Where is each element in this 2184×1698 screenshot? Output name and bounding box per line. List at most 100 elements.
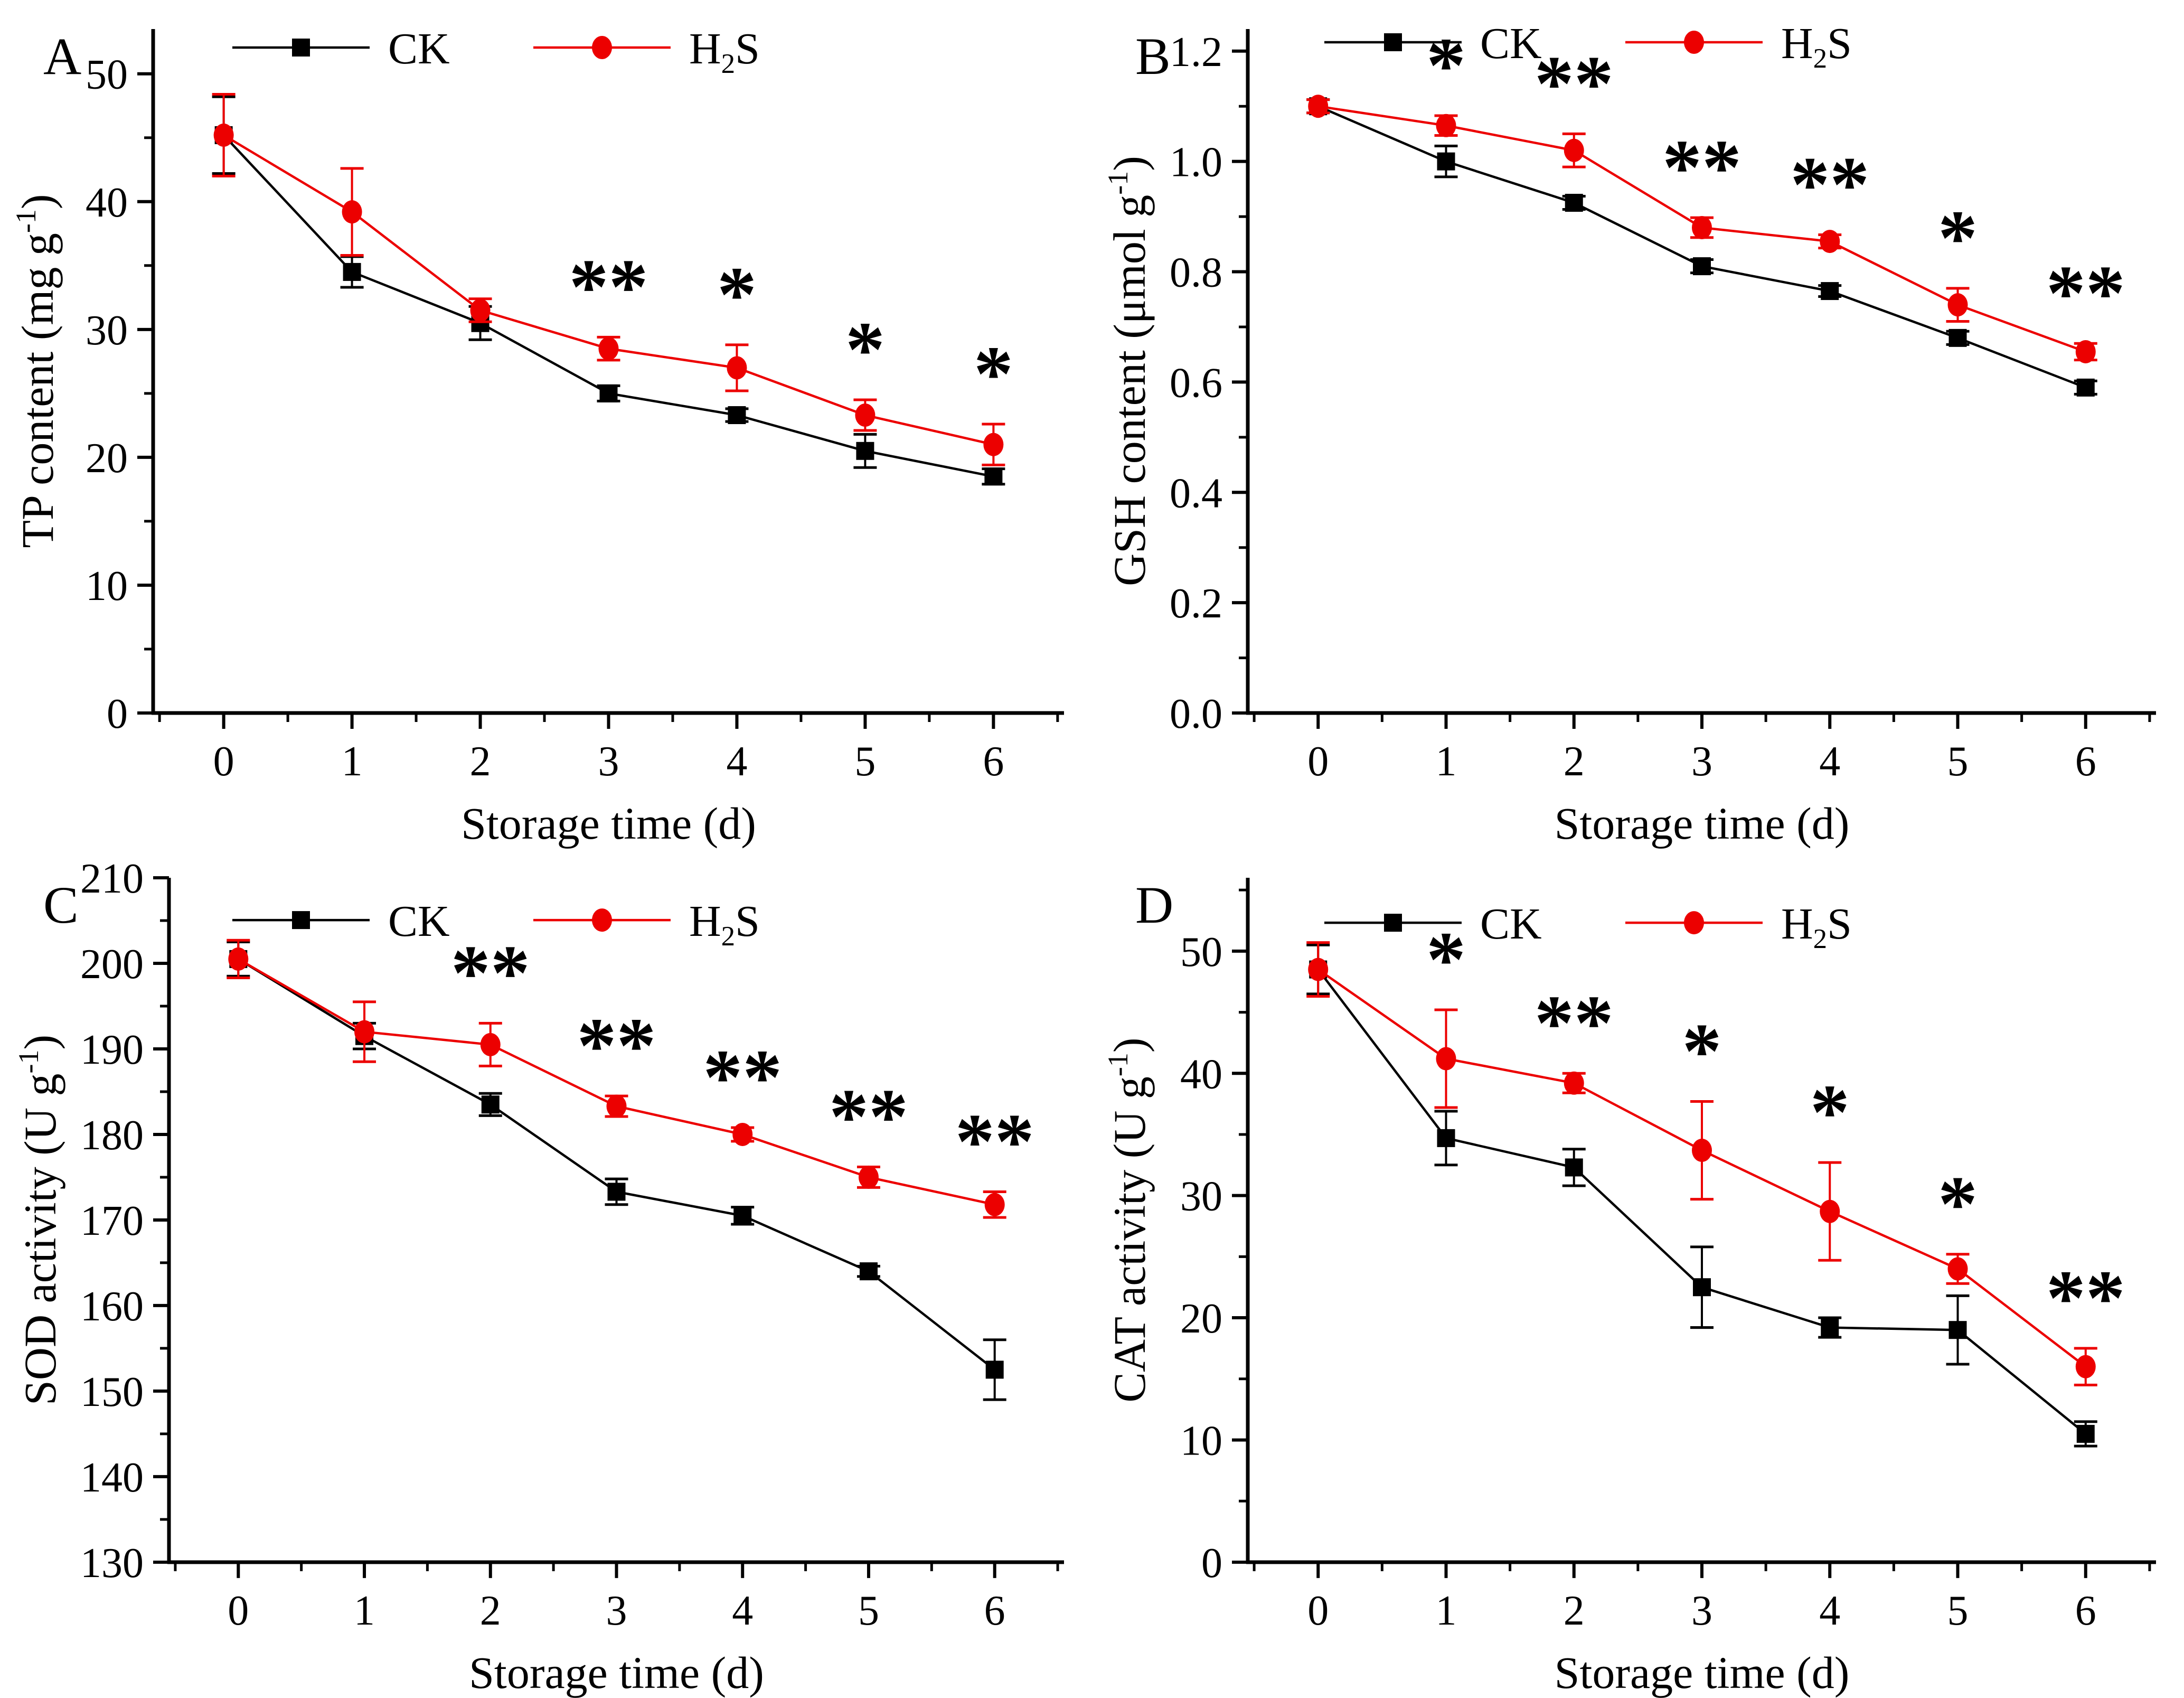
y-tick-label: 10 bbox=[86, 563, 128, 609]
panel-a-tp-content: 0 10 20 30 40 50 0 1 2 3 4 5 6 Storage time (d) TP con… bbox=[0, 0, 1092, 849]
legend-label: CK bbox=[388, 24, 450, 73]
legend-item-h2s: H2S bbox=[1625, 899, 1852, 954]
x-tick-label: 3 bbox=[1691, 738, 1712, 785]
data-point-h2s bbox=[1820, 1199, 1840, 1223]
significance-marker: * bbox=[1682, 1007, 1722, 1095]
chart-gsh-content: 0.0 0.2 0.4 0.6 0.8 1.0 1.2 0 1 2 3 4 5 6 Storage time… bbox=[1102, 19, 2156, 849]
y-tick-label: 1.2 bbox=[1170, 29, 1222, 76]
significance-marker: ** bbox=[955, 1097, 1034, 1185]
series-h2s bbox=[1306, 95, 2097, 363]
x-tick-label: 6 bbox=[984, 1588, 1005, 1634]
legend-label: CK bbox=[388, 897, 450, 946]
panel-letter: C bbox=[43, 876, 79, 934]
legend-item-h2s: H2S bbox=[533, 24, 760, 79]
panel-letter: A bbox=[43, 27, 81, 86]
data-point-h2s bbox=[1564, 138, 1584, 162]
x-tick-label: 6 bbox=[2075, 738, 2096, 785]
data-point-ck bbox=[599, 384, 618, 402]
legend-item-h2s: H2S bbox=[1625, 19, 1852, 74]
significance-marker: * bbox=[1426, 916, 1466, 1003]
x-axis-title: Storage time (d) bbox=[469, 1647, 764, 1698]
y-tick-label: 50 bbox=[86, 52, 128, 98]
data-point-ck bbox=[1565, 193, 1583, 212]
y-tick-label: 20 bbox=[1180, 1296, 1222, 1342]
x-axis-title: Storage time (d) bbox=[1555, 1647, 1850, 1698]
data-point-h2s bbox=[727, 356, 747, 380]
y-tick-label: 200 bbox=[80, 941, 144, 988]
x-tick-label: 4 bbox=[732, 1588, 753, 1634]
legend-item-ck: CK bbox=[1324, 19, 1542, 68]
x-tick-label: 5 bbox=[858, 1588, 879, 1634]
data-point-h2s bbox=[1820, 230, 1840, 254]
chart-tp-content: 0 10 20 30 40 50 0 1 2 3 4 5 6 Storage time (d) TP con… bbox=[10, 24, 1064, 849]
x-tick-label: 3 bbox=[598, 738, 619, 785]
panel-c-sod-activity: 130 140 150 160 170 180 190 200 210 0 1 2 3 4 5 6 Storag… bbox=[0, 849, 1092, 1698]
data-point-h2s bbox=[1436, 114, 1456, 137]
data-point-h2s bbox=[2075, 340, 2096, 363]
data-point-h2s bbox=[984, 1193, 1005, 1216]
y-tick-label: 30 bbox=[86, 307, 128, 354]
significance-marker: ** bbox=[1790, 141, 1869, 229]
data-point-h2s bbox=[1564, 1071, 1584, 1095]
x-tick-label: 5 bbox=[854, 738, 876, 785]
y-tick-label: 0 bbox=[107, 691, 128, 737]
y-axis-title: TP content (mg g-1) bbox=[10, 194, 63, 548]
data-point-h2s bbox=[855, 404, 876, 427]
significance-marker: * bbox=[717, 251, 757, 339]
legend-marker-square bbox=[1384, 33, 1402, 51]
y-tick-label: 0 bbox=[1201, 1540, 1222, 1587]
data-point-ck bbox=[859, 1262, 878, 1281]
data-point-h2s bbox=[1308, 95, 1329, 118]
x-tick-label: 5 bbox=[1947, 1588, 1969, 1634]
significance-marker: * bbox=[1810, 1068, 1850, 1156]
significance-marker: * bbox=[974, 330, 1013, 418]
series-h2s bbox=[1306, 941, 2097, 1386]
chart-sod-activity: 130 140 150 160 170 180 190 200 210 0 1 2 3 4 5 6 Storag… bbox=[13, 856, 1064, 1698]
data-point-ck bbox=[481, 1095, 500, 1114]
data-point-h2s bbox=[354, 1020, 375, 1044]
legend-item-ck: CK bbox=[232, 24, 450, 73]
x-tick-label: 5 bbox=[1947, 738, 1969, 785]
x-tick-label: 1 bbox=[354, 1588, 375, 1634]
y-tick-label: 0.4 bbox=[1170, 470, 1222, 517]
data-point-ck bbox=[1565, 1158, 1583, 1177]
x-axis-title: Storage time (d) bbox=[1555, 798, 1850, 849]
x-tick-label: 4 bbox=[1819, 738, 1840, 785]
y-tick-label: 0.6 bbox=[1170, 360, 1222, 406]
y-tick-label: 140 bbox=[80, 1455, 144, 1501]
x-tick-label: 1 bbox=[1435, 1588, 1456, 1634]
data-point-h2s bbox=[1692, 1139, 1712, 1162]
legend-label: CK bbox=[1480, 19, 1542, 68]
significance-marker: ** bbox=[1662, 124, 1741, 211]
y-tick-label: 40 bbox=[1180, 1051, 1222, 1097]
data-point-ck bbox=[1821, 1318, 1839, 1337]
legend-label: CK bbox=[1480, 899, 1542, 949]
significance-marker: ** bbox=[1535, 40, 1614, 127]
y-tick-label: 210 bbox=[80, 856, 144, 902]
y-tick-label: 0.2 bbox=[1170, 580, 1222, 627]
legend-marker-circle bbox=[592, 36, 612, 59]
legend-marker-square bbox=[292, 911, 310, 930]
data-point-ck bbox=[985, 1361, 1004, 1379]
y-tick-label: 1.0 bbox=[1170, 139, 1222, 186]
legend-marker-circle bbox=[1684, 911, 1704, 935]
legend-item-ck: CK bbox=[232, 897, 450, 946]
data-point-h2s bbox=[2075, 1355, 2096, 1378]
y-tick-label: 10 bbox=[1180, 1418, 1222, 1464]
y-tick-label: 40 bbox=[86, 180, 128, 226]
legend-item-ck: CK bbox=[1324, 899, 1542, 949]
y-tick-label: 160 bbox=[80, 1283, 144, 1330]
legend-label: H2S bbox=[1781, 899, 1852, 954]
data-point-h2s bbox=[598, 337, 619, 361]
x-tick-label: 0 bbox=[1307, 738, 1329, 785]
significance-marker: ** bbox=[569, 243, 648, 331]
significance-marker: * bbox=[1426, 22, 1466, 109]
data-point-h2s bbox=[1947, 1257, 1968, 1281]
legend-label: H2S bbox=[689, 897, 760, 952]
data-point-h2s bbox=[1436, 1047, 1456, 1071]
data-point-h2s bbox=[480, 1033, 501, 1056]
y-tick-label: 170 bbox=[80, 1198, 144, 1244]
x-tick-label: 2 bbox=[1564, 738, 1585, 785]
data-point-h2s bbox=[470, 298, 491, 322]
